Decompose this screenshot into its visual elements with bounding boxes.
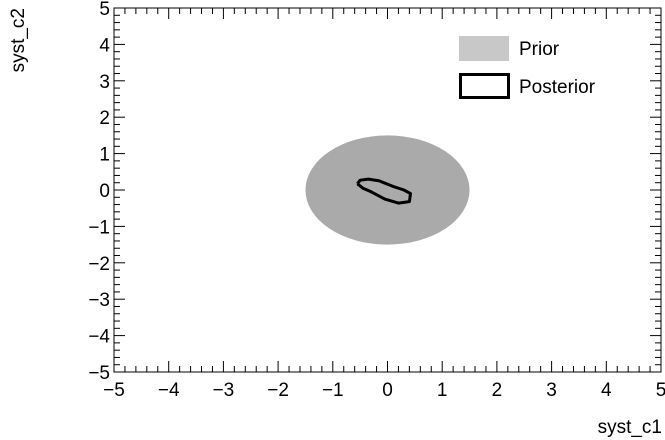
x-tick-label: 5: [656, 380, 665, 401]
y-tick-label: −3: [88, 290, 110, 311]
x-tick-label: 0: [382, 380, 393, 401]
legend-item-prior: Prior: [459, 36, 560, 61]
legend-item-posterior: Posterior: [459, 73, 596, 99]
posterior-contour: [356, 177, 412, 205]
tick-marks: [113, 7, 662, 373]
y-tick-label: 5: [99, 0, 110, 20]
x-tick-label: −5: [103, 380, 125, 401]
legend-label: Posterior: [519, 77, 596, 98]
legend-label: Prior: [519, 39, 560, 60]
y-tick-label: −4: [88, 327, 110, 348]
y-tick-label: 4: [99, 35, 110, 56]
y-tick-label: 0: [99, 181, 110, 202]
y-tick-label: 3: [99, 72, 110, 93]
x-tick-label: −1: [322, 380, 344, 401]
y-tick-label: −1: [88, 217, 110, 238]
x-tick-label: −3: [213, 380, 235, 401]
legend: Prior Posterior: [459, 36, 596, 99]
x-tick-label: −4: [158, 380, 180, 401]
x-tick-label: 1: [437, 380, 448, 401]
series-layer: [305, 135, 470, 245]
x-axis-title: syst_c1: [598, 417, 662, 438]
prior-region: [305, 135, 470, 245]
y-tick-label: 1: [99, 145, 110, 166]
x-tick-label: −2: [267, 380, 289, 401]
x-tick-label: 4: [601, 380, 612, 401]
legend-swatch-prior: [459, 36, 509, 61]
x-tick-label: 2: [492, 380, 503, 401]
legend-swatch-posterior: [459, 73, 510, 99]
y-tick-label: 2: [99, 108, 110, 129]
y-axis-title: syst_c2: [8, 8, 29, 72]
y-tick-label: −2: [88, 254, 110, 275]
y-tick-label: −5: [88, 363, 110, 384]
tick-labels: −5 −4 −3 −2 −1 0 1 2 3 4 5 5 4 3 2 1 0 −1 −2 −3 −4 −5: [88, 0, 665, 401]
x-tick-label: 3: [546, 380, 557, 401]
